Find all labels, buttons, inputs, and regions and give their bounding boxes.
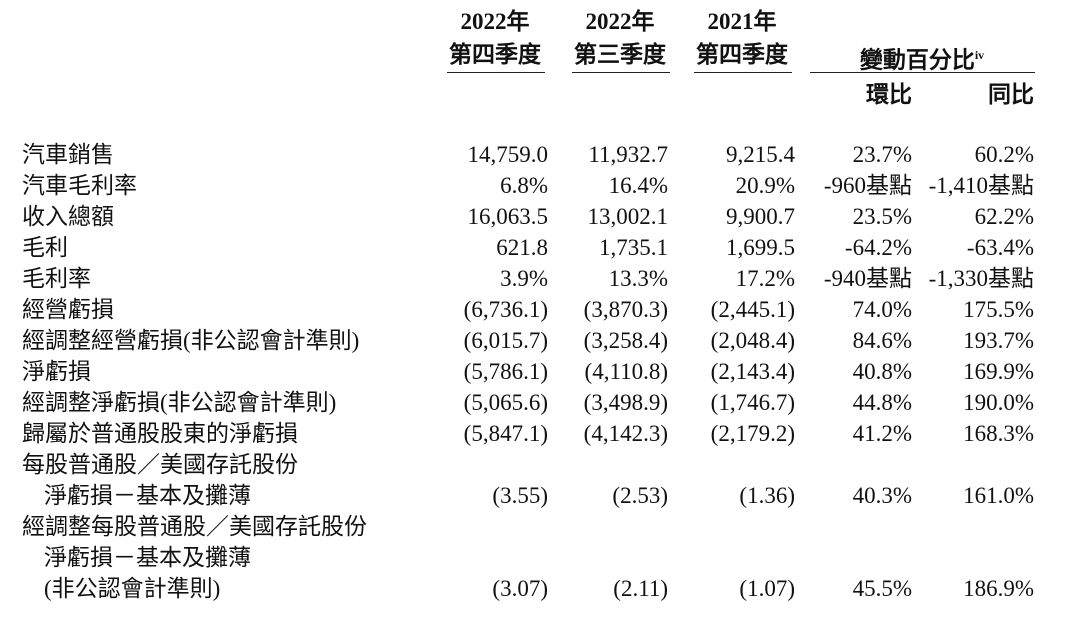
header-rule	[447, 72, 545, 73]
cell-value: 23.7%	[852, 142, 912, 167]
cell-value: (1.07)	[739, 576, 795, 601]
cell-value: 16.4%	[608, 173, 668, 198]
cell-value: (4,142.3)	[583, 421, 668, 446]
cell-value: 1,699.5	[726, 235, 795, 260]
cell-value: (5,786.1)	[463, 359, 548, 384]
change-column: 環比	[866, 82, 912, 107]
cell-value: -63.4%	[966, 235, 1034, 260]
cell-value: (2,179.2)	[710, 421, 795, 446]
cell-value: 193.7%	[963, 328, 1034, 353]
cell-value: 44.8%	[852, 390, 912, 415]
cell-value: 74.0%	[852, 297, 912, 322]
column-quarter: 第三季度	[574, 42, 666, 67]
row-label: 經調整每股普通股／美國存託股份	[22, 514, 367, 539]
cell-value: (3.07)	[492, 576, 548, 601]
change-header-text: 變動百分比	[859, 47, 975, 73]
cell-value: -64.2%	[844, 235, 912, 260]
column-year: 2022年	[585, 9, 655, 34]
cell-value: 14,759.0	[467, 142, 549, 167]
cell-value: (2.11)	[613, 576, 668, 601]
row-label: 毛利	[22, 235, 68, 260]
header-rule	[694, 72, 792, 73]
column-quarter: 第四季度	[696, 42, 788, 67]
row-label: 汽車銷售	[22, 142, 114, 167]
cell-value: -1,330基點	[928, 266, 1034, 291]
row-label: 汽車毛利率	[22, 173, 137, 198]
cell-value: (6,736.1)	[463, 297, 548, 322]
cell-value: 17.2%	[735, 266, 795, 291]
cell-value: 1,735.1	[599, 235, 668, 260]
column-year: 2022年	[460, 9, 530, 34]
cell-value: 3.9%	[500, 266, 548, 291]
cell-value: 621.8	[496, 235, 548, 260]
cell-value: (3.55)	[492, 483, 548, 508]
row-label: 歸屬於普通股股東的淨虧損	[22, 421, 298, 446]
cell-value: (5,065.6)	[463, 390, 548, 415]
row-label: 經營虧損	[22, 297, 114, 322]
row-label: 經調整經營虧損(非公認會計準則)	[22, 328, 360, 353]
column-quarter: 第四季度	[449, 42, 541, 67]
cell-value: 23.5%	[852, 204, 912, 229]
cell-value: -960基點	[823, 173, 912, 198]
cell-value: (5,847.1)	[463, 421, 548, 446]
cell-value: -940基點	[823, 266, 912, 291]
cell-value: 60.2%	[974, 142, 1034, 167]
cell-value: 168.3%	[963, 421, 1034, 446]
cell-value: 41.2%	[852, 421, 912, 446]
row-label: 淨虧損－基本及攤薄	[44, 545, 251, 570]
cell-value: 186.9%	[963, 576, 1034, 601]
cell-value: (4,110.8)	[584, 359, 668, 384]
cell-value: 16,063.5	[467, 204, 549, 229]
cell-value: 13,002.1	[587, 204, 669, 229]
cell-value: 6.8%	[500, 173, 548, 198]
cell-value: 40.8%	[852, 359, 912, 384]
cell-value: (2,048.4)	[710, 328, 795, 353]
cell-value: (1.36)	[739, 483, 795, 508]
cell-value: (3,498.9)	[583, 390, 668, 415]
row-label: 淨虧損－基本及攤薄	[44, 483, 251, 508]
cell-value: 169.9%	[963, 359, 1034, 384]
cell-value: 175.5%	[963, 297, 1034, 322]
row-label: (非公認會計準則)	[44, 576, 221, 601]
header-rule	[572, 72, 670, 73]
cell-value: (3,258.4)	[583, 328, 668, 353]
cell-value: (6,015.7)	[463, 328, 548, 353]
change-header: 變動百分比iv	[842, 40, 1002, 76]
cell-value: 45.5%	[852, 576, 912, 601]
cell-value: (2,445.1)	[710, 297, 795, 322]
cell-value: 161.0%	[963, 483, 1034, 508]
row-label: 每股普通股／美國存託股份	[22, 452, 298, 477]
cell-value: 9,215.4	[726, 142, 795, 167]
row-label: 經調整淨虧損(非公認會計準則)	[22, 390, 337, 415]
cell-value: (2.53)	[612, 483, 668, 508]
cell-value: 40.3%	[852, 483, 912, 508]
column-year: 2021年	[707, 9, 777, 34]
cell-value: 9,900.7	[726, 204, 795, 229]
change-header-note: iv	[974, 48, 985, 62]
cell-value: 13.3%	[608, 266, 668, 291]
cell-value: (2,143.4)	[710, 359, 795, 384]
cell-value: 20.9%	[735, 173, 795, 198]
cell-value: 62.2%	[974, 204, 1034, 229]
cell-value: 190.0%	[963, 390, 1034, 415]
cell-value: 11,932.7	[588, 142, 668, 167]
cell-value: 84.6%	[852, 328, 912, 353]
row-label: 毛利率	[22, 266, 91, 291]
change-column: 同比	[988, 82, 1034, 107]
row-label: 淨虧損	[22, 359, 91, 384]
row-label: 收入總額	[22, 204, 114, 229]
cell-value: (3,870.3)	[583, 297, 668, 322]
cell-value: (1,746.7)	[710, 390, 795, 415]
header-rule	[810, 72, 1035, 73]
cell-value: -1,410基點	[928, 173, 1034, 198]
